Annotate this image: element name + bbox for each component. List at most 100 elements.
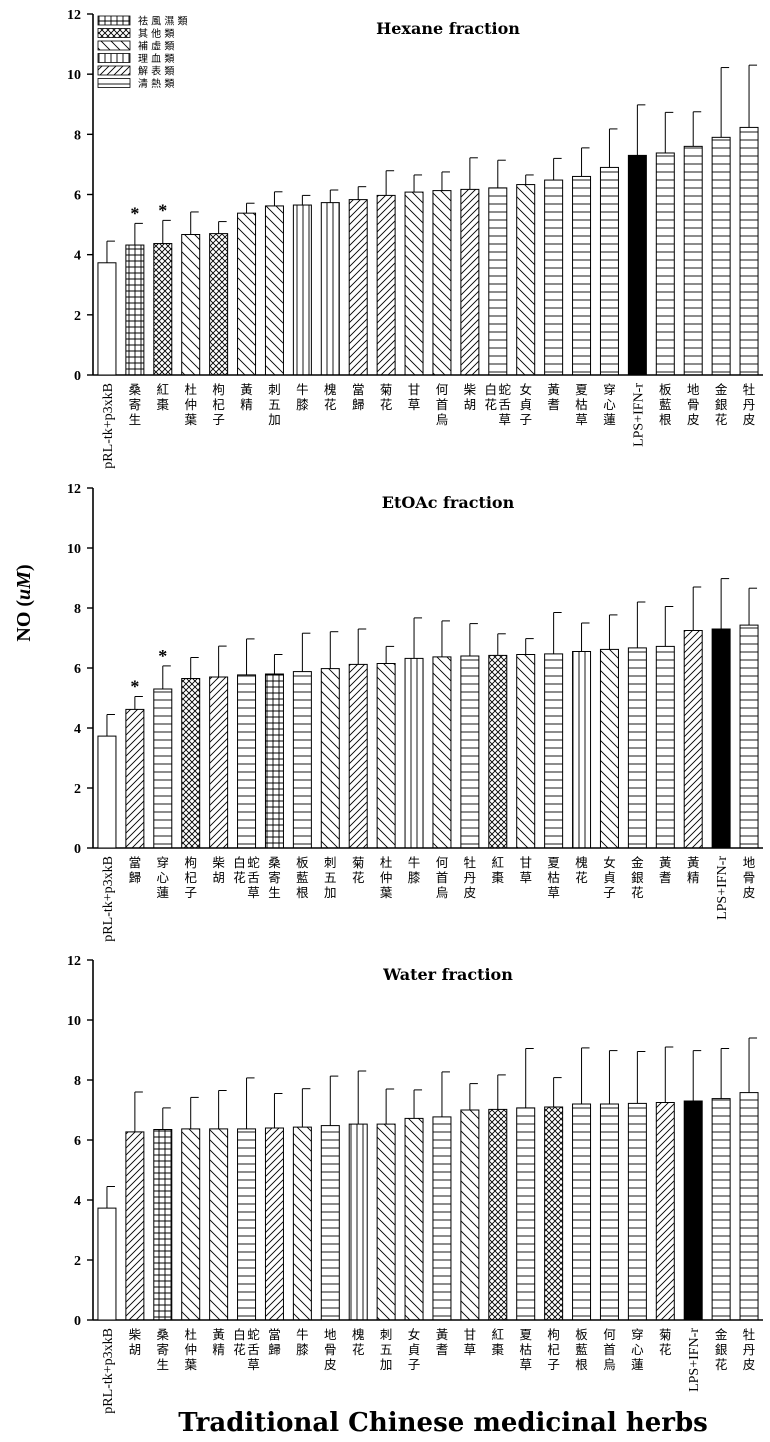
y-tick-label: 0 [74, 369, 81, 384]
bar [655, 645, 675, 849]
bar [739, 624, 759, 849]
bar [181, 678, 201, 849]
bar [599, 648, 619, 849]
bar [292, 204, 312, 376]
legend-label: 祛 風 濕 類 [138, 15, 188, 28]
category-label: 地骨皮 [324, 1327, 337, 1372]
bar [711, 628, 731, 849]
y-tick-label: 10 [67, 1014, 81, 1029]
legend-swatch [97, 15, 131, 26]
category-label: 當歸 [352, 382, 365, 412]
significance-star: * [130, 203, 139, 223]
category-label: 杜仲葉 [184, 382, 197, 427]
legend-swatch [97, 53, 131, 63]
category-label: 地骨皮 [687, 382, 700, 427]
bar [544, 1106, 564, 1321]
y-tick-label: 12 [67, 482, 81, 497]
bar [432, 190, 452, 376]
category-label: 牛膝 [296, 1327, 309, 1357]
category-label: 刺五加 [268, 382, 281, 427]
bar [320, 1125, 340, 1321]
significance-star: * [130, 677, 139, 697]
category-label: 板藍根 [296, 855, 309, 900]
bar [348, 663, 368, 849]
bar [181, 1128, 201, 1321]
bar [572, 175, 592, 376]
bar [739, 126, 759, 376]
bar [264, 205, 284, 376]
bar [292, 1126, 312, 1321]
bar [97, 1207, 117, 1321]
category-label: pRL-tk+p3xkB [101, 856, 116, 942]
category-label: 桑寄生 [268, 855, 281, 900]
category-label: 紅棗 [157, 382, 170, 412]
legend-label: 補 虛 類 [138, 40, 174, 53]
bar [376, 1123, 396, 1321]
bar [544, 179, 564, 376]
y-tick-label: 0 [74, 842, 81, 857]
category-label: 白花蛇舌草 [233, 855, 260, 900]
legend-swatch [97, 28, 131, 38]
category-label: 刺五加 [324, 855, 337, 900]
bar [153, 243, 173, 376]
legend-label: 其 他 類 [138, 27, 174, 40]
bar [320, 668, 340, 849]
category-label: 板藍根 [575, 1327, 588, 1372]
category-label: 板藍根 [659, 382, 672, 427]
category-label: 黃耆 [659, 855, 672, 885]
category-label: 槐花 [575, 855, 588, 885]
significance-star: * [158, 200, 167, 220]
category-label: 當歸 [129, 855, 142, 885]
bar [655, 1102, 675, 1321]
significance-star: * [158, 646, 167, 666]
category-label: 菊花 [352, 855, 365, 885]
y-tick-label: 2 [74, 782, 81, 797]
category-label: 地骨皮 [743, 855, 756, 900]
category-label: LPS+IFN-r [715, 856, 730, 920]
bar [488, 1108, 508, 1321]
bar [572, 651, 592, 849]
category-label: pRL-tk+p3xkB [101, 1328, 116, 1414]
category-label: 枸杞子 [547, 1327, 560, 1372]
bar [209, 1128, 229, 1321]
category-label: 枸杞子 [184, 855, 197, 900]
category-label: 枸杞子 [212, 382, 225, 427]
category-label: 夏枯草 [519, 1327, 532, 1372]
category-label: 黃耆 [547, 382, 560, 412]
bar [125, 244, 145, 376]
bar [404, 191, 424, 376]
bar [209, 233, 229, 376]
x-axis-label: Traditional Chinese medicinal herbs [178, 1408, 708, 1438]
category-label: 女貞子 [519, 382, 532, 427]
bar [683, 1100, 703, 1321]
category-label: 牛膝 [296, 382, 309, 412]
legend-label: 理 血 類 [138, 52, 174, 65]
category-label: 菊花 [380, 382, 393, 412]
bar [432, 1116, 452, 1321]
legend-swatch [97, 40, 131, 51]
y-tick-label: 2 [74, 309, 81, 324]
category-label: 紅棗 [492, 1327, 505, 1357]
category-label: 牡丹皮 [743, 1327, 756, 1372]
category-label: 牡丹皮 [464, 855, 477, 900]
category-label: 黃精 [687, 855, 700, 885]
bar [292, 671, 312, 849]
bar [683, 145, 703, 376]
category-label: 刺五加 [380, 1327, 393, 1372]
y-tick-label: 10 [67, 542, 81, 557]
bar [264, 673, 284, 849]
y-tick-label: 12 [67, 8, 81, 23]
bar [627, 647, 647, 849]
category-label: 金銀花 [715, 1327, 728, 1372]
category-label: 何首烏 [436, 382, 449, 427]
category-label: 杜仲葉 [184, 1327, 197, 1372]
bar [516, 1107, 536, 1321]
category-label: LPS+IFN-r [687, 1328, 702, 1392]
y-tick-label: 4 [74, 249, 81, 264]
category-label: 柴胡 [212, 855, 225, 885]
bar [97, 735, 117, 849]
category-label: 黃精 [240, 382, 253, 412]
category-label: 當歸 [268, 1327, 281, 1357]
category-label: 金銀花 [715, 382, 728, 427]
